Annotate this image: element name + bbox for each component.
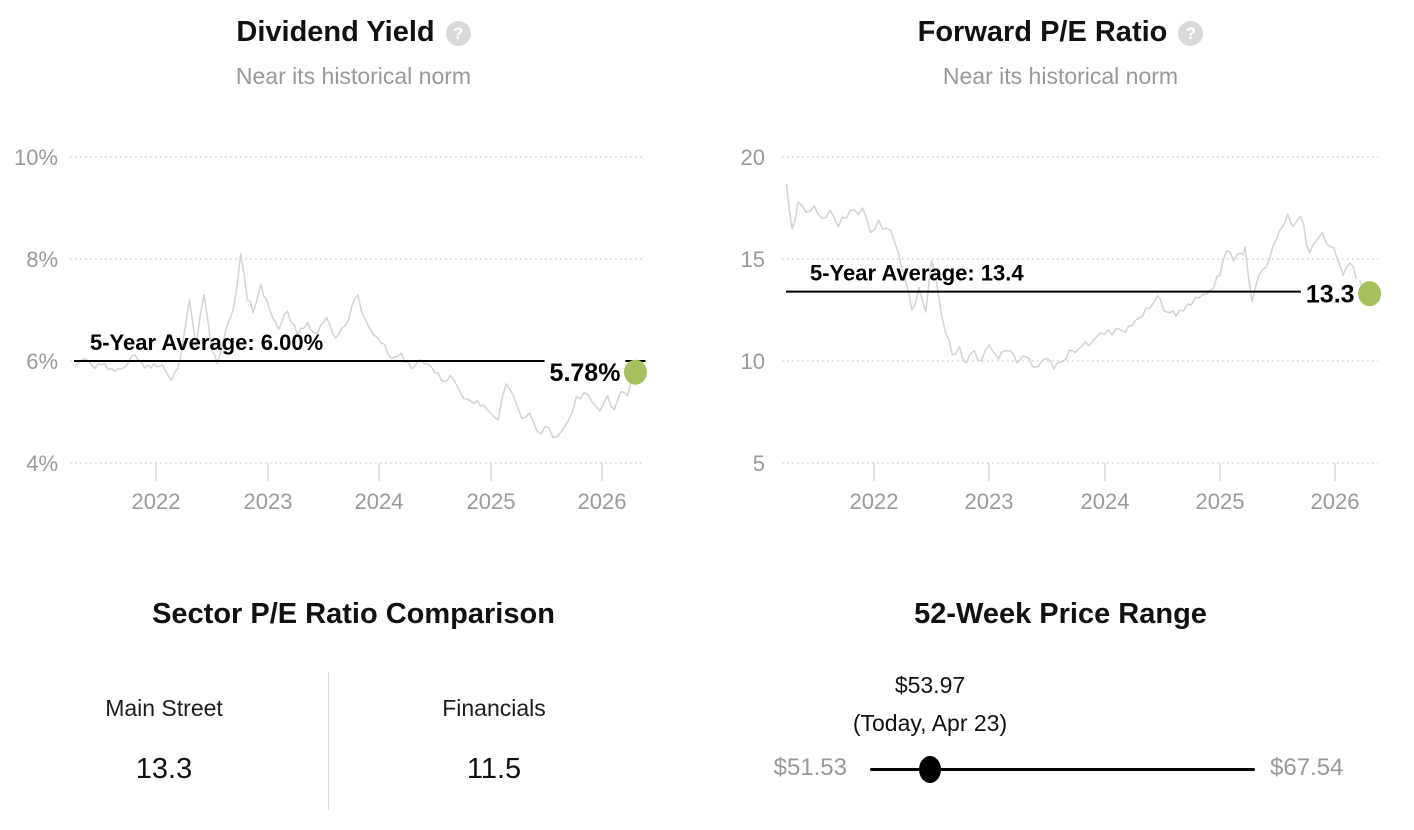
series-line: [74, 253, 637, 439]
current-value-label: 5.78%: [550, 359, 621, 387]
current-price: $53.97: [894, 672, 966, 698]
y-axis-label: 20: [741, 145, 765, 170]
x-axis-label: 2023: [244, 489, 293, 514]
y-axis-label: 4%: [26, 451, 58, 476]
series-line: [785, 183, 1371, 370]
y-axis-label: 8%: [26, 247, 58, 272]
forward-pe-title: Forward P/E Ratio: [917, 16, 1168, 48]
y-axis-label: 5: [753, 451, 765, 476]
forward-pe-chart: 20 15 10 5 2022 2023 2024 2025 2026 5-Year Averag…: [741, 145, 1382, 514]
x-axis-label: 2026: [1311, 489, 1360, 514]
x-axis-label: 2025: [1196, 489, 1245, 514]
x-axis-label: 2024: [1081, 489, 1130, 514]
range-position-dot: [919, 756, 942, 783]
current-price-note: (Today, Apr 23): [852, 710, 1008, 736]
sector-col-financials: Financials 11.5: [329, 669, 659, 810]
dividend-yield-subtitle: Near its historical norm: [235, 63, 472, 89]
sector-label: Main Street: [105, 695, 223, 721]
average-label: 5-Year Average: 6.00%: [90, 330, 323, 355]
y-axis-label: 10: [741, 349, 765, 374]
forward-pe-subtitle: Near its historical norm: [942, 63, 1179, 89]
label-knockout: [1300, 278, 1360, 311]
dividend-yield-title: Dividend Yield: [236, 16, 435, 48]
range-track: [870, 768, 1255, 771]
x-axis-label: 2025: [467, 489, 516, 514]
price-range-section: 52-Week Price Range $53.97 (Today, Apr 2…: [707, 570, 1414, 830]
sector-comparison-columns: Main Street 13.3 Financials 11.5: [0, 669, 707, 810]
x-axis-label: 2022: [132, 489, 181, 514]
sector-pe-comparison-section: Sector P/E Ratio Comparison Main Street …: [0, 570, 707, 830]
current-value-dot: [623, 359, 647, 385]
range-low-label: $51.53: [773, 754, 847, 781]
current-value-label: 13.3: [1306, 281, 1355, 309]
sector-value: 13.3: [135, 753, 193, 785]
dividend-yield-header: Dividend Yield ? Near its historical nor…: [0, 14, 707, 90]
sector-value: 11.5: [466, 753, 522, 785]
average-label: 5-Year Average: 13.4: [810, 261, 1024, 286]
x-axis-label: 2022: [850, 489, 899, 514]
dividend-yield-chart: 10% 8% 6% 4% 2022 2023 2024 2025 2026 5-Year Aver…: [14, 145, 647, 514]
range-high-label: $67.54: [1270, 754, 1344, 781]
current-price-label: $53.97 (Today, Apr 23): [707, 666, 1153, 742]
x-axis-label: 2024: [355, 489, 404, 514]
help-icon[interactable]: ?: [1178, 21, 1204, 46]
forward-pe-header: Forward P/E Ratio ? Near its historical …: [707, 14, 1414, 90]
current-value-dot: [1358, 281, 1382, 307]
sector-col-main-street: Main Street 13.3: [0, 669, 328, 810]
sector-label: Financials: [442, 695, 546, 721]
y-axis-label: 15: [741, 247, 765, 272]
sector-pe-comparison-title: Sector P/E Ratio Comparison: [152, 598, 555, 630]
label-knockout: [544, 357, 626, 390]
price-range-title: 52-Week Price Range: [914, 598, 1207, 630]
help-icon[interactable]: ?: [445, 21, 471, 46]
y-axis-label: 10%: [14, 145, 58, 170]
x-axis-label: 2023: [965, 489, 1014, 514]
vertical-divider: [328, 672, 329, 810]
x-axis-label: 2026: [578, 489, 627, 514]
y-axis-label: 6%: [26, 349, 58, 374]
